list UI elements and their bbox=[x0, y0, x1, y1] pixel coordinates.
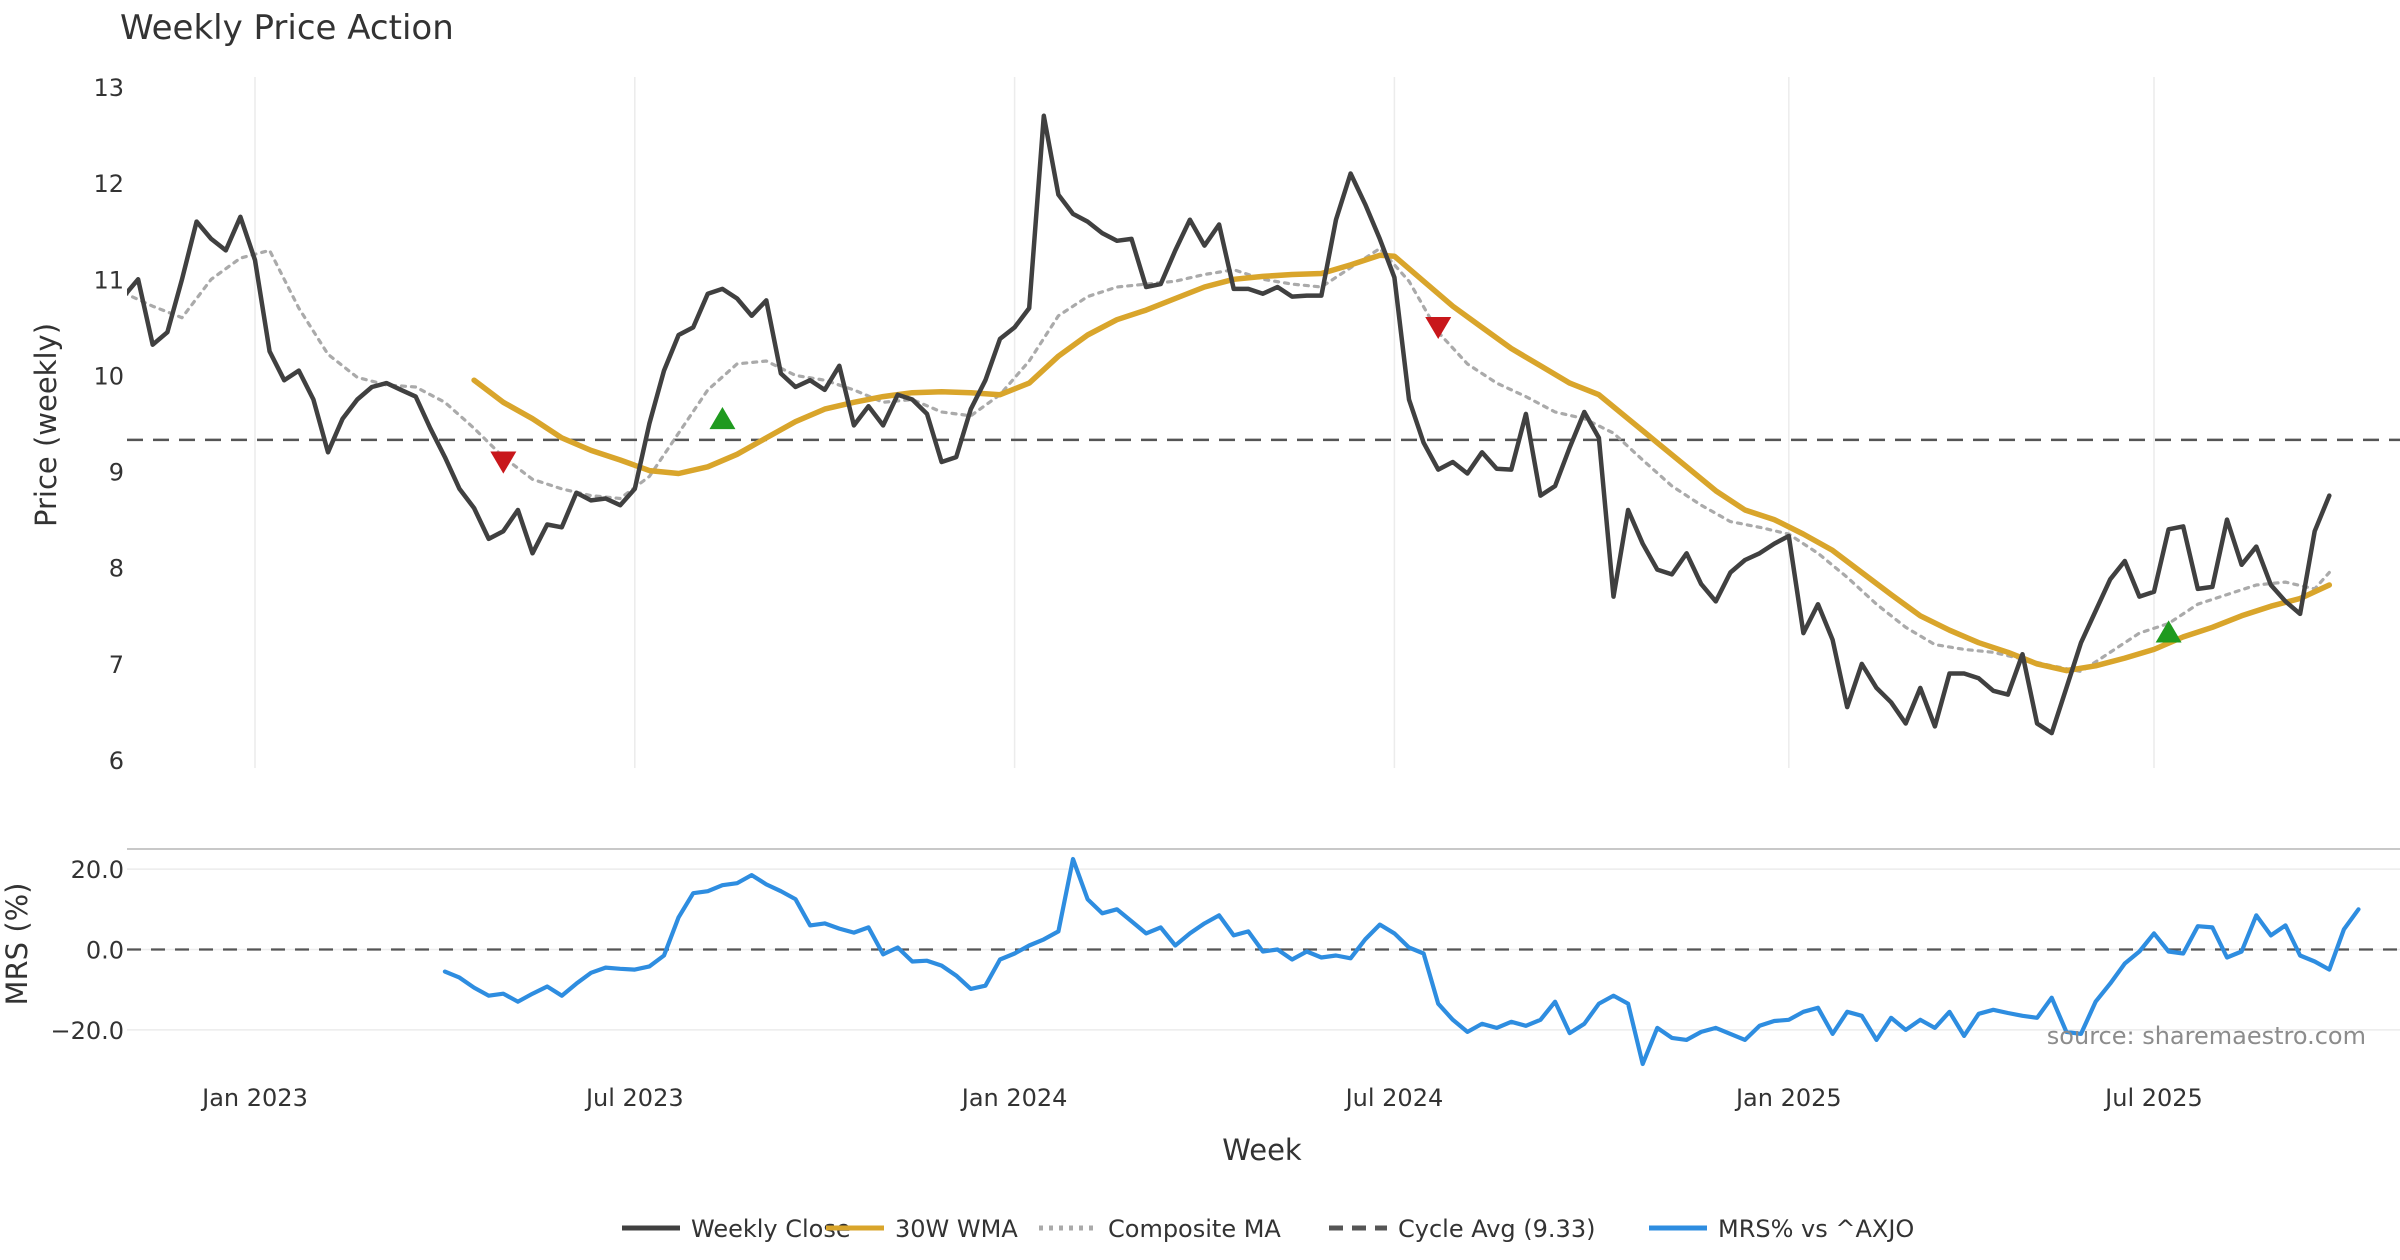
x-tick-label: Jan 2023 bbox=[200, 1084, 308, 1112]
x-tick-label: Jul 2024 bbox=[1344, 1084, 1444, 1112]
legend-label: Composite MA bbox=[1108, 1215, 1281, 1243]
legend-label: Cycle Avg (9.33) bbox=[1398, 1215, 1595, 1243]
price-y-axis: 6 7 8 9 10 11 12 13 bbox=[93, 74, 124, 775]
legend-item-30w-wma: 30W WMA bbox=[826, 1215, 1018, 1243]
buy-signal-marker bbox=[2155, 620, 2182, 643]
price-y-tick-label: 6 bbox=[109, 747, 124, 775]
price-y-tick-label: 13 bbox=[93, 74, 124, 102]
mrs-y-tick-label: 0.0 bbox=[86, 936, 124, 964]
sell-signal-marker bbox=[490, 451, 517, 474]
legend-item-weekly-close: Weekly Close bbox=[622, 1215, 851, 1243]
series-composite-ma bbox=[127, 246, 2331, 674]
buy-signal-marker bbox=[709, 406, 736, 430]
legend-item-cycle-avg-9-33: Cycle Avg (9.33) bbox=[1329, 1215, 1595, 1243]
price-y-tick-label: 12 bbox=[93, 170, 124, 198]
source-credit: source: sharemaestro.com bbox=[2047, 1022, 2366, 1050]
mrs-series-group bbox=[127, 856, 2400, 1067]
price-y-tick-label: 8 bbox=[109, 555, 124, 583]
chart-title: Weekly Price Action bbox=[120, 8, 454, 48]
x-tick-label: Jan 2025 bbox=[1734, 1084, 1842, 1112]
x-tick-label: Jul 2025 bbox=[2103, 1084, 2203, 1112]
mrs-y-axis-label: MRS (%) bbox=[0, 883, 34, 1006]
price-panel-grid bbox=[254, 77, 2155, 768]
mrs-y-tick-label: 20.0 bbox=[71, 856, 124, 884]
series-weekly-close bbox=[127, 113, 2332, 736]
price-y-tick-label: 9 bbox=[109, 459, 124, 487]
sell-signal-marker bbox=[1425, 316, 1452, 340]
x-axis-label: Week bbox=[1222, 1133, 1302, 1167]
price-y-tick-label: 10 bbox=[93, 362, 124, 390]
legend-label: Weekly Close bbox=[691, 1215, 851, 1243]
legend-item-composite-ma: Composite MA bbox=[1039, 1215, 1281, 1243]
price-y-tick-label: 11 bbox=[93, 266, 124, 294]
legend-item-mrs-vs-axjo: MRS% vs ^AXJO bbox=[1649, 1215, 1914, 1243]
x-axis: Jan 2023 Jul 2023 Jan 2024 Jul 2024 Jan 2025… bbox=[200, 1084, 2203, 1112]
mrs-y-axis: 20.0 0.0 −20.0 bbox=[50, 856, 124, 1045]
legend-label: 30W WMA bbox=[895, 1215, 1018, 1243]
price-y-axis-label: Price (weekly) bbox=[29, 323, 63, 527]
legend-label: MRS% vs ^AXJO bbox=[1718, 1215, 1914, 1243]
signal-markers bbox=[490, 316, 2182, 643]
price-series-group bbox=[127, 113, 2400, 736]
price-y-tick-label: 7 bbox=[109, 651, 124, 679]
series-mrs bbox=[442, 856, 2361, 1067]
x-tick-label: Jul 2023 bbox=[584, 1084, 684, 1112]
chart-legend: Weekly Close 30W WMA Composite MA Cycle Avg… bbox=[622, 1215, 1914, 1243]
series-30w-wma bbox=[471, 252, 2333, 674]
mrs-y-tick-label: −20.0 bbox=[50, 1017, 124, 1045]
x-tick-label: Jan 2024 bbox=[960, 1084, 1068, 1112]
